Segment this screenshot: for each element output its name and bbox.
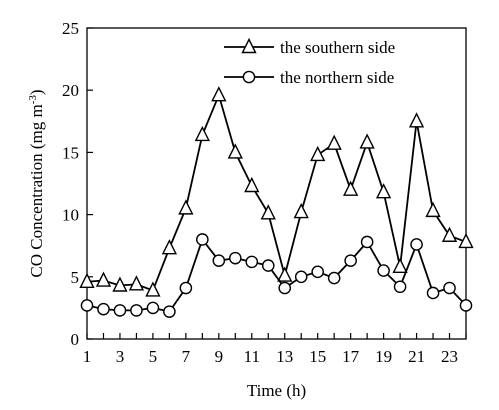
- data-point: [196, 233, 209, 246]
- x-axis-title: Time (h): [247, 381, 306, 400]
- y-tick-label: 0: [71, 330, 80, 349]
- data-point: [130, 304, 143, 317]
- x-tick-label: 15: [309, 347, 326, 366]
- legend: the southern side the northern side: [224, 37, 395, 87]
- data-point: [425, 201, 441, 218]
- x-tick-label: 9: [215, 347, 224, 366]
- data-point: [163, 305, 176, 318]
- data-point: [229, 251, 242, 265]
- legend-entry: the northern side: [224, 68, 394, 87]
- data-point: [392, 257, 408, 274]
- series-layer: [79, 86, 474, 318]
- data-point: [375, 183, 392, 199]
- data-point: [326, 134, 342, 150]
- data-point: [212, 254, 226, 267]
- series-southern-side: [79, 86, 474, 297]
- x-tick-label: 13: [276, 347, 293, 366]
- legend-label: the southern side: [280, 38, 395, 57]
- data-point: [311, 265, 324, 279]
- data-point: [459, 299, 473, 312]
- data-point: [293, 203, 309, 219]
- data-point: [146, 301, 160, 315]
- plot-area: [86, 27, 467, 340]
- data-point: [327, 271, 341, 285]
- series-northern-side: [80, 233, 473, 318]
- legend-circle-marker: [242, 70, 256, 84]
- data-point: [227, 143, 243, 159]
- y-tick-label: 15: [62, 143, 79, 162]
- y-tick-label: 25: [62, 19, 79, 38]
- x-tick-label: 17: [342, 347, 360, 366]
- data-point: [393, 280, 407, 294]
- y-axis-title-superscript: -3: [27, 95, 39, 105]
- data-point: [277, 266, 293, 282]
- x-tick-label: 7: [182, 347, 191, 366]
- data-point: [410, 238, 423, 251]
- data-point: [79, 272, 95, 288]
- data-point: [441, 226, 458, 242]
- data-point: [113, 304, 127, 317]
- legend-triangle-marker: [241, 37, 257, 54]
- legend-label: the northern side: [280, 68, 394, 87]
- data-point: [343, 180, 359, 196]
- data-point: [261, 259, 275, 272]
- data-point: [359, 133, 375, 149]
- x-tick-label: 19: [375, 347, 392, 366]
- data-point: [95, 271, 112, 287]
- data-point: [310, 145, 326, 162]
- x-tick-label: 3: [116, 347, 125, 366]
- data-point: [260, 204, 276, 220]
- y-tick-label: 10: [62, 206, 79, 225]
- data-point: [161, 239, 178, 255]
- data-point: [344, 254, 357, 267]
- data-point: [97, 302, 110, 316]
- y-axis-title-main: CO Concentration (mg m: [27, 104, 46, 277]
- x-tick-label: 21: [408, 347, 425, 366]
- data-point: [278, 281, 292, 295]
- data-point: [244, 176, 260, 193]
- x-tick-label: 5: [149, 347, 158, 366]
- data-point: [245, 255, 259, 269]
- data-point: [426, 286, 440, 300]
- data-point: [112, 276, 128, 292]
- data-point: [408, 112, 425, 128]
- data-point: [360, 235, 374, 249]
- data-point: [179, 281, 193, 295]
- y-axis-title: CO Concentration (mg m-3): [27, 89, 46, 277]
- x-tick-label: 11: [244, 347, 260, 366]
- y-tick-label: 20: [62, 81, 79, 100]
- x-tick-label: 1: [83, 347, 92, 366]
- y-tick-label: 5: [71, 268, 80, 287]
- data-point: [128, 275, 145, 291]
- data-point: [194, 125, 210, 142]
- data-point: [145, 281, 161, 297]
- data-point: [178, 199, 194, 215]
- data-point: [80, 299, 94, 312]
- legend-entry: the southern side: [224, 37, 395, 57]
- data-point: [443, 281, 456, 295]
- data-point: [458, 232, 474, 249]
- plot-frame: [86, 27, 467, 340]
- series-line: [86, 237, 467, 313]
- data-point: [294, 270, 308, 284]
- x-tick-label: 23: [441, 347, 458, 366]
- data-point: [211, 86, 227, 102]
- y-axis-title-close: ): [27, 89, 46, 95]
- data-point: [377, 264, 390, 277]
